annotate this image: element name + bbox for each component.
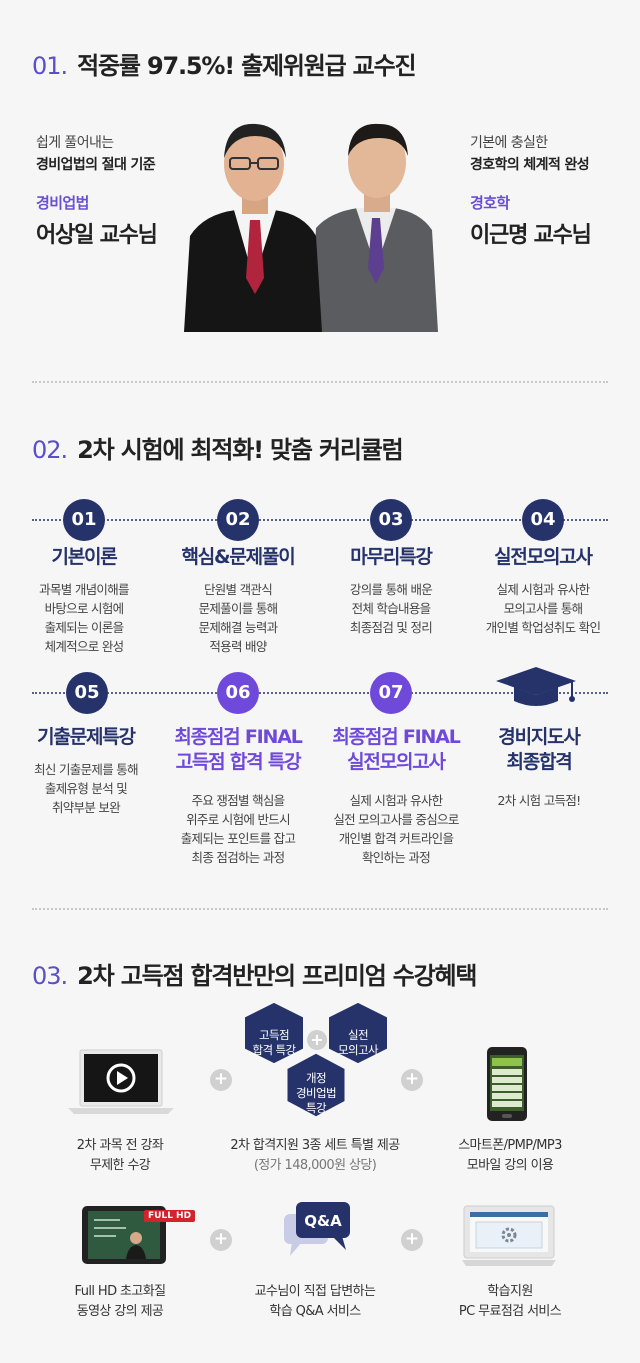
- step-06-badge: 06: [217, 672, 259, 714]
- benefit-3-label: 스마트폰/PMP/MP3 모바일 강의 이용: [458, 1138, 562, 1173]
- plus-icon-2: +: [401, 1069, 423, 1091]
- step-01-desc: 과목별 개념이해를 바탕으로 시험에 출제되는 이론을 체계적으로 완성: [39, 582, 129, 654]
- laptop-play-icon: [68, 1049, 174, 1114]
- step-03-title: 마무리특강: [350, 546, 433, 568]
- goal-title: 경비지도사 최종합격: [498, 726, 581, 773]
- section2-title: 02. 2차 시험에 최적화! 맞춤 커리큘럼: [32, 436, 404, 464]
- pc-checkup-icon: [462, 1205, 556, 1266]
- qa-bubble-text: Q&A: [304, 1212, 342, 1230]
- hexagon-package-icon: +: [245, 1002, 387, 1120]
- professor-right-desc: 기본에 충실한 경호학의 체계적 완성: [470, 135, 590, 173]
- step-07-badge: 07: [370, 672, 412, 714]
- benefit-2-label: 2차 합격지원 3종 세트 특별 제공 (정가 148,000원 상당): [230, 1138, 400, 1173]
- step-04-badge: 04: [522, 499, 564, 541]
- step-04-desc: 실제 시험과 유사한 모의고사를 통해 개인별 학업성취도 확인: [485, 582, 601, 635]
- benefit-4-label: Full HD 초고화질 동영상 강의 제공: [74, 1284, 167, 1319]
- step-03-desc: 강의를 통해 배운 전체 학습내용을 최종점검 및 정리: [349, 582, 433, 635]
- step-05-desc: 최신 기출문제를 통해 출제유형 분석 및 취약부분 보완: [34, 762, 138, 815]
- professor-right-subject: 경호학: [470, 194, 510, 212]
- fullhd-badge: FULL HD: [144, 1210, 196, 1222]
- curriculum-row1-line: [32, 519, 608, 521]
- step-03-badge: 03: [370, 499, 412, 541]
- professor-right-info: 기본에 충실한 경호학의 체계적 완성 경호학 이근명 교수님: [470, 132, 592, 249]
- goal-desc: 2차 시험 고득점!: [497, 793, 582, 808]
- step-05-badge: 05: [66, 672, 108, 714]
- hex-label-c: 개정 경비업법 특강: [296, 1071, 337, 1115]
- plus-icon-3: +: [210, 1229, 232, 1251]
- step-01-badge: 01: [63, 499, 105, 541]
- svg-text:+: +: [310, 1030, 323, 1049]
- section3-title: 03. 2차 고득점 합격반만의 프리미엄 수강혜택: [32, 962, 477, 990]
- professor-left-name: 어상일 교수님: [36, 223, 158, 248]
- divider-2: [32, 908, 608, 910]
- graduation-cap-icon: [496, 667, 576, 706]
- benefit-6-label: 학습지원 PC 무료점검 서비스: [458, 1284, 562, 1319]
- professor-right-figure: [310, 123, 438, 332]
- professor-left-subject: 경비업법: [36, 194, 89, 212]
- professor-left-figure: [184, 123, 322, 332]
- divider-1: [32, 381, 608, 383]
- plus-icon-1: +: [210, 1069, 232, 1091]
- step-05-title: 기출문제특강: [37, 726, 136, 748]
- professor-left-info: 쉽게 풀어내는 경비업법의 절대 기준 경비업법 어상일 교수님: [36, 132, 158, 249]
- step-04-title: 실전모의고사: [494, 546, 593, 568]
- professor-left-desc: 쉽게 풀어내는 경비업법의 절대 기준: [36, 135, 156, 173]
- step-02-title: 핵심&문제풀이: [181, 546, 295, 568]
- step-07-title: 최종점검 FINAL 실전모의고사: [332, 726, 460, 773]
- benefit-5-label: 교수님이 직접 답변하는 학습 Q&A 서비스: [254, 1284, 376, 1319]
- section1-title: 01. 적중률 97.5%! 출제위원급 교수진: [32, 52, 417, 80]
- step-06-title: 최종점검 FINAL 고득점 합격 특강: [174, 726, 302, 773]
- step-07-desc: 실제 시험과 유사한 실전 모의고사를 중심으로 개인별 합격 커트라인을 확인…: [333, 793, 459, 865]
- step-06-desc: 주요 쟁점별 핵심을 위주로 시험에 반드시 출제되는 포인트를 잡고 최종 점…: [180, 793, 296, 865]
- professors-photo: [184, 123, 438, 332]
- qa-bubble-icon: [284, 1202, 350, 1256]
- step-01-title: 기본이론: [51, 546, 117, 568]
- step-02-badge: 02: [217, 499, 259, 541]
- smartphone-icon: [487, 1047, 527, 1121]
- benefit-1-label: 2차 과목 전 강좌 무제한 수강: [76, 1138, 164, 1173]
- hex-label-b: 실전 모의고사: [338, 1028, 379, 1057]
- step-02-desc: 단원별 객관식 문제풀이를 통해 문제해결 능력과 적용력 배양: [198, 582, 279, 654]
- plus-icon-4: +: [401, 1229, 423, 1251]
- professor-right-name: 이근명 교수님: [470, 223, 592, 248]
- hex-label-a: 고득점 합격 특강: [252, 1028, 297, 1057]
- curriculum-row2-line: [32, 692, 608, 694]
